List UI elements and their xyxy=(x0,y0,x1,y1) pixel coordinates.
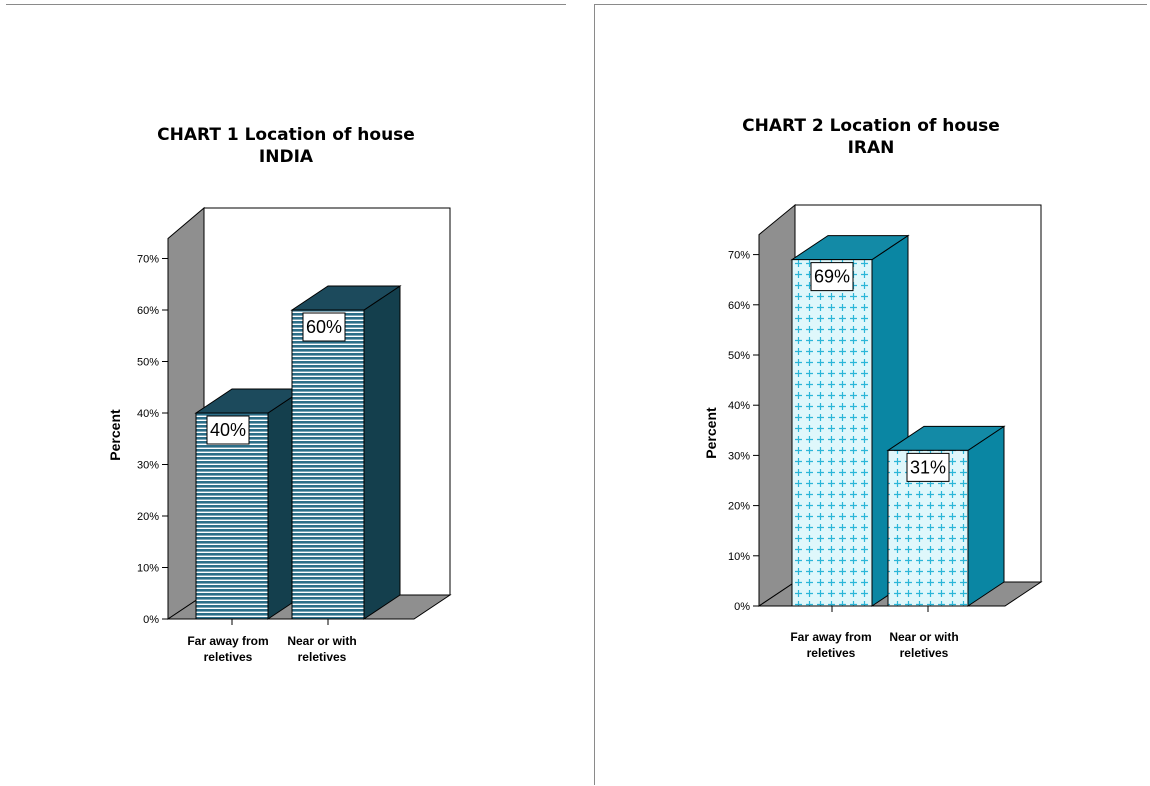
y-tick-label: 10% xyxy=(728,551,750,563)
y-tick-label: 0% xyxy=(734,601,750,613)
bar-front xyxy=(791,259,873,607)
chart-title-text: CHART 2 Location of house xyxy=(742,116,1000,136)
chart-title-text: CHART 1 Location of house xyxy=(157,125,415,145)
chart-title-india: CHART 1 Location of house INDIA xyxy=(6,124,566,168)
data-label: 60% xyxy=(306,317,342,337)
y-tick-label: 60% xyxy=(137,305,159,317)
chart-canvas-iran: 0% 10% 20% 30% 40% 50% 60% 70% Percent 69% Far awa… xyxy=(703,203,1043,660)
data-label-box xyxy=(810,262,854,292)
data-label-box xyxy=(302,312,346,342)
chart-subtitle-text: INDIA xyxy=(258,147,314,167)
x-category-label: Far away from xyxy=(790,630,871,644)
bar-2: 60% xyxy=(290,285,402,620)
y-tick-label: 20% xyxy=(137,511,159,523)
bar-1: 69% xyxy=(790,234,910,607)
bar-front xyxy=(291,309,365,620)
chart-subtitle-text: IRAN xyxy=(847,138,895,158)
x-category-label: reletives xyxy=(807,646,856,660)
y-tick-label: 40% xyxy=(728,400,750,412)
data-label-box xyxy=(906,452,950,482)
y-axis-label: Percent xyxy=(703,407,719,459)
data-label: 31% xyxy=(910,457,946,477)
y-tick-label: 70% xyxy=(728,250,750,262)
x-category-label: Near or with xyxy=(287,634,356,648)
y-tick-label: 60% xyxy=(728,300,750,312)
bar-front xyxy=(195,412,269,620)
y-tick-label: 20% xyxy=(728,501,750,513)
x-category-label: Near or with xyxy=(889,630,958,644)
y-tick-label: 10% xyxy=(137,563,159,575)
y-axis-label: Percent xyxy=(107,409,123,461)
x-category-label: Far away from xyxy=(187,634,268,648)
data-label: 40% xyxy=(210,420,246,440)
x-category-label: reletives xyxy=(900,646,949,660)
chart-canvas-india: 0% 10% 20% 30% 40% 50% 60% 70% Percent 40% Far awa… xyxy=(107,206,452,664)
chart-panel-iran: CHART 2 Location of house IRAN 0% 10% 20% 3… xyxy=(594,4,1147,785)
y-tick-label: 30% xyxy=(728,450,750,462)
y-tick-label: 30% xyxy=(137,460,159,472)
chart-title-iran: CHART 2 Location of house IRAN xyxy=(595,115,1147,159)
y-tick-label: 50% xyxy=(728,350,750,362)
x-category-label: reletives xyxy=(298,650,347,664)
x-category-label: reletives xyxy=(204,650,253,664)
bar-side xyxy=(363,285,401,620)
y-tick-label: 0% xyxy=(143,614,159,626)
bar-1: 40% xyxy=(194,388,306,620)
y-tick-label: 50% xyxy=(137,357,159,369)
bar-side xyxy=(967,425,1005,607)
chart-panel-india: CHART 1 Location of house INDIA 0% 10% 20%… xyxy=(6,4,566,785)
y-tick-label: 70% xyxy=(137,254,159,266)
data-label-box xyxy=(206,415,250,445)
bar-2: 31% xyxy=(886,425,1006,607)
side-wall xyxy=(758,203,796,607)
y-tick-label: 40% xyxy=(137,408,159,420)
data-label: 69% xyxy=(814,267,850,287)
